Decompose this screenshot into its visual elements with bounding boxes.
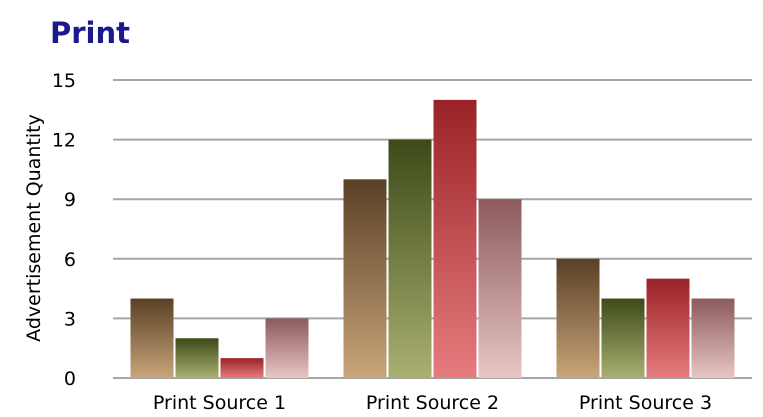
y-axis-label: Advertisement Quantity: [23, 114, 45, 342]
x-axis-categories: Print Source 1 Print Source 2 Print Source…: [153, 392, 712, 414]
y-tick-label: 15: [52, 70, 76, 92]
bar: [433, 99, 477, 378]
y-tick-label: 9: [64, 189, 76, 211]
y-tick-label: 3: [64, 308, 76, 330]
bar: [601, 298, 645, 378]
bars: [130, 99, 735, 378]
bar: [556, 258, 600, 378]
y-tick-label: 6: [64, 249, 76, 271]
bar: [343, 179, 387, 378]
bar: [388, 139, 432, 378]
y-tick-label: 12: [52, 130, 76, 152]
bar: [265, 318, 309, 378]
bar: [691, 298, 735, 378]
bar: [646, 278, 690, 378]
chart-title: Print: [50, 16, 130, 50]
gridlines: [113, 79, 752, 379]
bar: [220, 358, 264, 378]
x-category-label: Print Source 1: [153, 392, 286, 414]
bar: [130, 298, 174, 378]
y-tick-label: 0: [64, 368, 76, 390]
x-category-label: Print Source 2: [366, 392, 499, 414]
bar: [175, 338, 219, 378]
bar: [478, 199, 522, 378]
y-axis-ticks: 0 3 6 9 12 15: [52, 70, 76, 390]
x-category-label: Print Source 3: [579, 392, 712, 414]
